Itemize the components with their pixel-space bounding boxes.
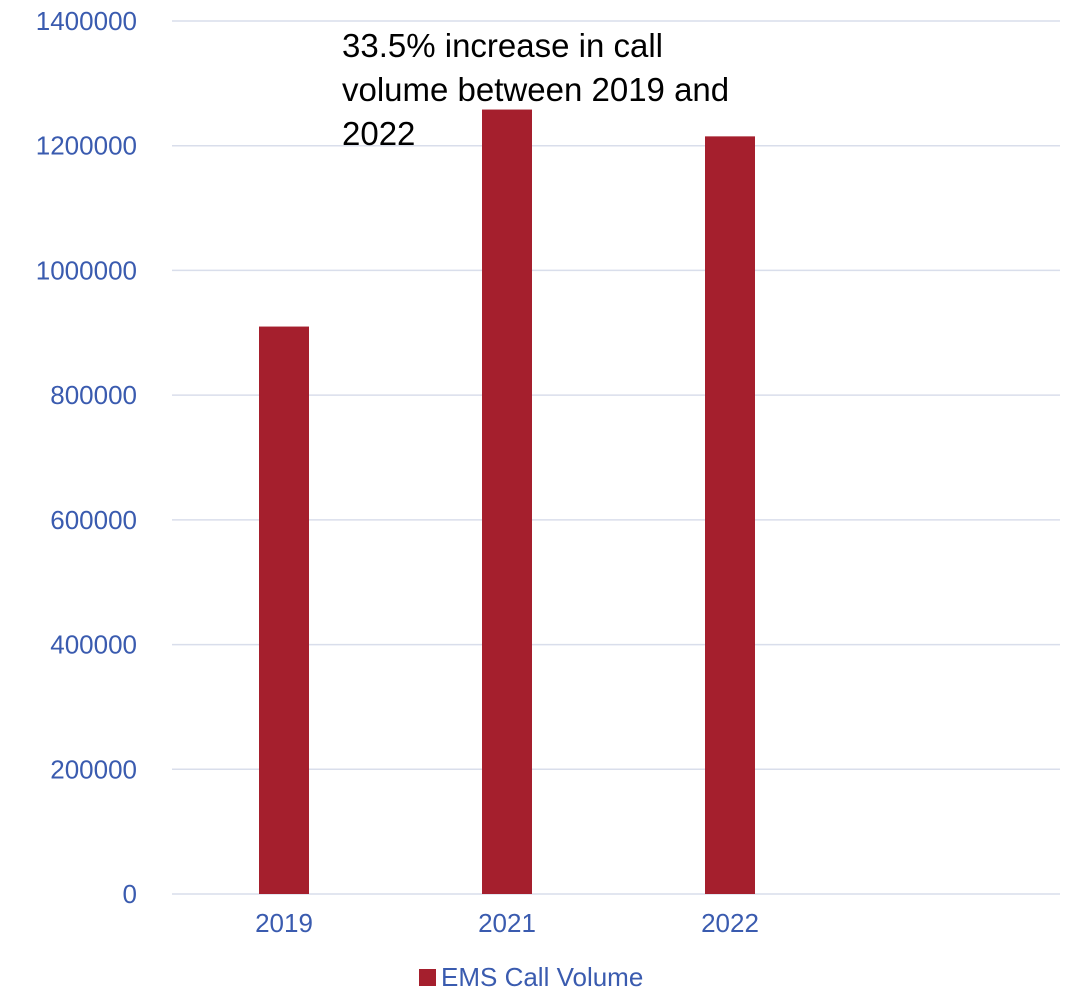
y-tick-label: 1400000 <box>36 6 137 36</box>
annotation-line: volume between 2019 and <box>342 71 729 108</box>
bar-2019 <box>259 326 309 894</box>
annotation-line: 33.5% increase in call <box>342 27 663 64</box>
x-tick-label: 2022 <box>701 908 759 938</box>
y-tick-label: 1000000 <box>36 255 137 285</box>
y-tick-label: 200000 <box>50 754 137 784</box>
x-tick-label: 2021 <box>478 908 536 938</box>
bars <box>259 109 755 895</box>
bar-2021 <box>482 109 532 895</box>
bar-2022 <box>705 136 755 894</box>
annotation-line: 2022 <box>342 115 415 152</box>
annotation: 33.5% increase in call volume between 201… <box>342 27 729 152</box>
legend-label: EMS Call Volume <box>441 962 643 992</box>
gridlines <box>172 20 1060 895</box>
x-tick-label: 2019 <box>255 908 313 938</box>
x-axis-ticks: 2019 2021 2022 <box>255 908 759 938</box>
y-axis-ticks: 0 200000 400000 600000 800000 1000000 1200000 1… <box>36 6 137 909</box>
legend-swatch <box>419 969 436 986</box>
legend: EMS Call Volume <box>419 962 643 992</box>
y-tick-label: 800000 <box>50 380 137 410</box>
y-tick-label: 0 <box>123 879 137 909</box>
y-tick-label: 600000 <box>50 505 137 535</box>
y-tick-label: 400000 <box>50 630 137 660</box>
y-tick-label: 1200000 <box>36 131 137 161</box>
